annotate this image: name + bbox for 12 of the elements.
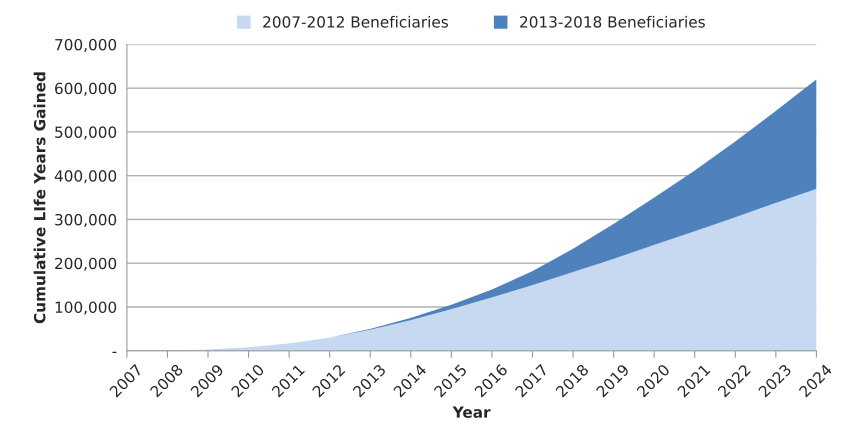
legend-label: 2007-2012 Beneficiaries: [263, 16, 448, 28]
y-tick-label: 200,000: [55, 258, 116, 271]
y-axis-title: Cumulative LIfe Years Gained: [34, 72, 46, 324]
y-tick-label: -: [112, 352, 116, 353]
y-tick-label: 400,000: [54, 170, 116, 184]
y-tick-label: 100,000: [56, 301, 116, 315]
y-tick-label: 600,000: [55, 82, 116, 96]
y-tick-label: 700,000: [55, 38, 116, 52]
legend-label: 2013-2018 Beneficiaries: [520, 16, 705, 28]
y-tick-label: 300,000: [55, 214, 116, 228]
y-tick-label: 500,000: [55, 126, 116, 140]
x-axis-title: Year: [452, 406, 491, 418]
